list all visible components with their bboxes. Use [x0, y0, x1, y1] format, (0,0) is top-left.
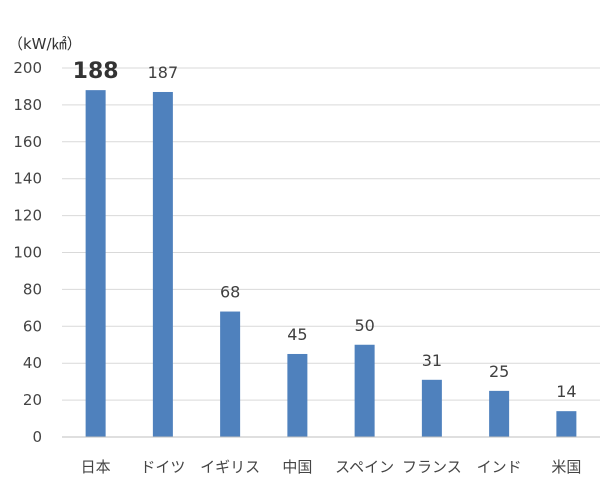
bar-data-label: 14	[556, 382, 576, 401]
bar-data-label: 31	[422, 351, 442, 370]
bar	[354, 344, 375, 437]
bar	[85, 90, 106, 437]
data-labels: 188 187 68 45 50 31 25 14	[73, 59, 577, 401]
bar	[489, 390, 510, 437]
y-tick-label: 20	[23, 391, 42, 409]
bar-data-label: 25	[489, 362, 509, 381]
bar	[152, 91, 173, 438]
y-axis-unit-label: （kW/㎢）	[8, 35, 82, 53]
bar	[421, 379, 442, 437]
bar-data-label: 50	[354, 316, 374, 335]
y-tick-label: 0	[32, 428, 42, 446]
x-category-label: インド	[477, 458, 522, 476]
y-tick-label: 80	[23, 280, 42, 298]
x-category-label: 日本	[81, 458, 111, 476]
x-axis-categories: 日本 ドイツ イギリス 中国 スペイン フランス インド 米国	[81, 458, 582, 476]
y-tick-label: 200	[13, 59, 42, 77]
x-category-label: スペイン	[335, 458, 394, 476]
bar-data-label: 188	[73, 59, 119, 84]
y-tick-label: 40	[23, 354, 42, 372]
gridlines	[62, 67, 600, 401]
x-category-label: フランス	[402, 458, 462, 476]
x-category-label: 米国	[551, 458, 581, 476]
x-category-label: 中国	[282, 458, 312, 476]
y-tick-label: 160	[13, 133, 42, 151]
y-tick-label: 120	[13, 207, 42, 225]
y-tick-label: 180	[13, 96, 42, 114]
bar-data-label: 187	[148, 63, 179, 82]
y-tick-label: 60	[23, 317, 42, 335]
y-tick-label: 100	[13, 244, 42, 262]
bar-data-label: 68	[220, 283, 240, 302]
bar	[287, 353, 308, 437]
bars	[85, 90, 577, 438]
x-category-label: イギリス	[200, 458, 260, 476]
bar-data-label: 45	[287, 325, 307, 344]
bar	[220, 311, 241, 437]
bar	[556, 411, 577, 437]
x-category-label: ドイツ	[140, 458, 185, 476]
y-axis-ticks: 0 20 40 60 80 100 120 140 160 180 200	[13, 59, 42, 446]
y-tick-label: 140	[13, 170, 42, 188]
